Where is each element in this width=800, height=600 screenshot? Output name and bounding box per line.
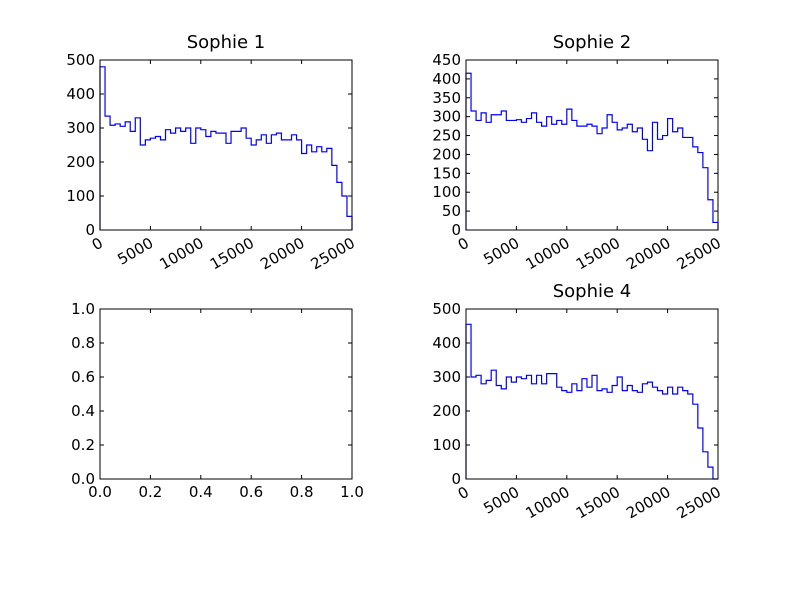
subplot-title: Sophie 2: [553, 32, 632, 53]
x-tick-label: 10000: [522, 483, 572, 522]
subplot-4: 0 5000 10000 15000 20000 25000010020030040050…: [432, 281, 724, 522]
x-tick-label: 0.6: [239, 483, 263, 501]
y-tick-label: 450: [432, 51, 461, 69]
y-tick-label: 350: [432, 89, 461, 107]
subplot-title: Sophie 4: [553, 281, 632, 302]
x-tick-label: 0.2: [138, 483, 162, 501]
y-tick-label: 300: [432, 368, 461, 386]
x-tick-label: 25000: [674, 483, 724, 522]
x-tick-label: 5000: [480, 234, 522, 269]
y-tick-label: 400: [66, 85, 95, 103]
histogram-series-4: [465, 323, 718, 480]
x-tick-label: 10000: [156, 234, 206, 273]
x-tick-label: 10000: [522, 234, 572, 273]
x-tick-label: 25000: [674, 234, 724, 273]
y-tick-label: 400: [432, 334, 461, 352]
axes-frame-1: [99, 59, 353, 231]
y-tick-label: 100: [432, 183, 461, 201]
y-tick-label: 1.0: [71, 300, 95, 318]
y-tick-label: 200: [66, 153, 95, 171]
y-tick-label: 0: [451, 221, 461, 239]
y-tick-label: 0.0: [71, 470, 95, 488]
y-tick-label: 200: [432, 145, 461, 163]
axes-frame-4: [465, 308, 719, 480]
x-tick-label: 20000: [623, 483, 673, 522]
x-tick-label: 0.4: [189, 483, 213, 501]
y-tick-label: 100: [66, 187, 95, 205]
subplot-3: 0.0 0.2 0.4 0.6 0.8 1.0 0.0 0.2 0.4 0.6 0.8 1.0: [71, 300, 364, 501]
subplot-1: 0 5000 10000 15000 20000 25000010020030040050…: [66, 32, 358, 273]
x-tick-label: 15000: [207, 234, 257, 273]
x-tick-label: 5000: [480, 483, 522, 518]
subplot-2: 0 5000 10000 15000 20000 25000050100150200250…: [432, 32, 724, 273]
x-tick-label: 0.0: [88, 483, 112, 501]
y-tick-label: 300: [432, 108, 461, 126]
x-tick-label: 20000: [623, 234, 673, 273]
histogram-series-1: [99, 66, 353, 230]
y-tick-label: 0: [451, 470, 461, 488]
y-tick-label: 0: [85, 221, 95, 239]
subplot-title: Sophie 1: [187, 32, 266, 53]
y-tick-label: 300: [66, 119, 95, 137]
x-tick-label: 5000: [114, 234, 156, 269]
y-tick-label: 500: [432, 300, 461, 318]
y-tick-label: 0.2: [71, 436, 95, 454]
x-tick-label: 15000: [573, 483, 623, 522]
x-tick-label: 0.8: [290, 483, 314, 501]
axes-frame-2: [465, 59, 719, 231]
y-tick-label: 150: [432, 164, 461, 182]
axes-frame-3: [99, 308, 353, 480]
y-tick-label: 400: [432, 70, 461, 88]
x-tick-label: 20000: [257, 234, 307, 273]
histogram-series-2: [465, 72, 719, 230]
y-tick-label: 50: [442, 202, 461, 220]
y-tick-label: 100: [432, 436, 461, 454]
x-tick-label: 25000: [308, 234, 358, 273]
y-tick-label: 0.6: [71, 368, 95, 386]
y-tick-label: 0.4: [71, 402, 95, 420]
x-tick-label: 1.0: [340, 483, 364, 501]
x-tick-label: 15000: [573, 234, 623, 273]
y-tick-label: 500: [66, 51, 95, 69]
y-tick-label: 250: [432, 127, 461, 145]
y-tick-label: 200: [432, 402, 461, 420]
y-tick-label: 0.8: [71, 334, 95, 352]
